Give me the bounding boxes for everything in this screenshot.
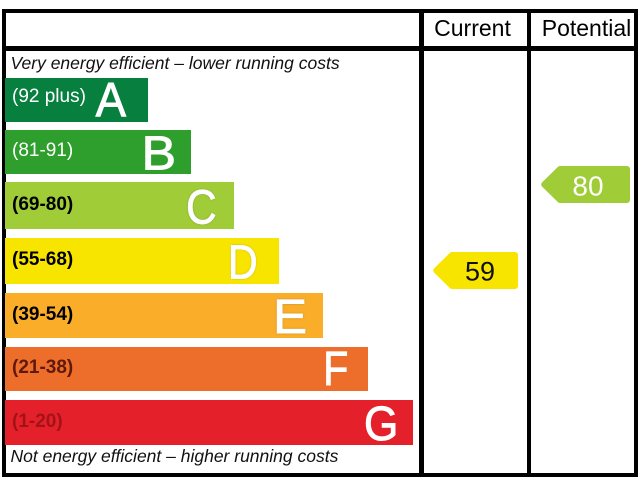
svg-text:59: 59 (465, 257, 495, 287)
svg-text:80: 80 (572, 171, 603, 202)
